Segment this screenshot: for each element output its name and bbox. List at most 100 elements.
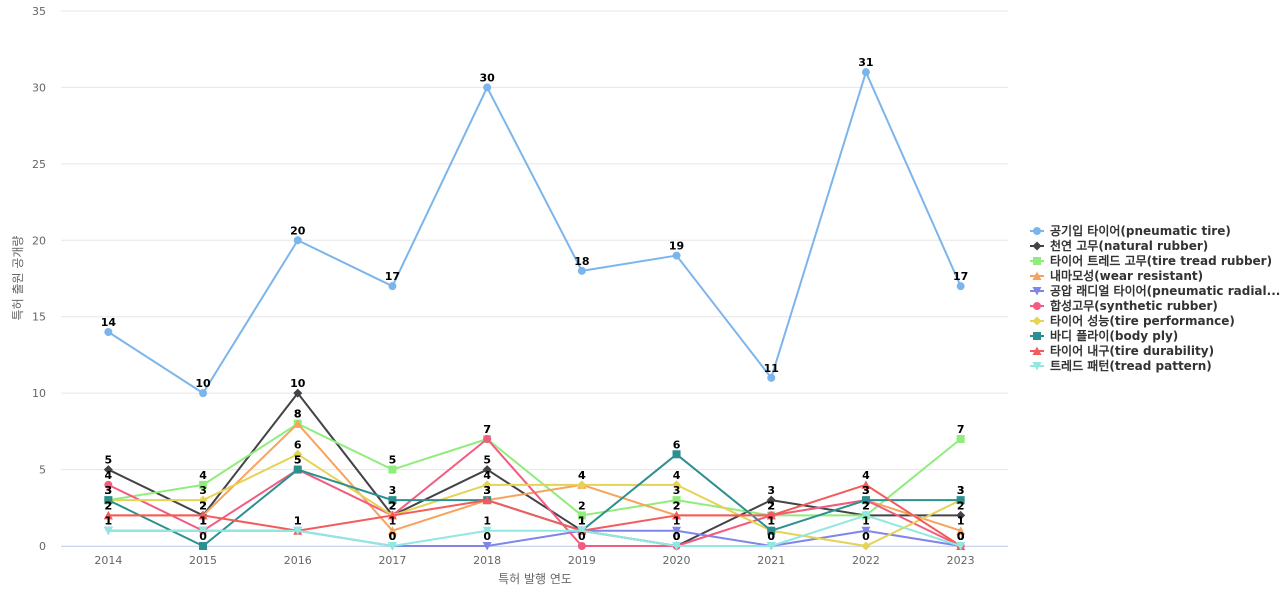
data-point[interactable]	[766, 495, 776, 505]
series-line[interactable]	[108, 514, 961, 547]
data-point[interactable]	[767, 526, 776, 535]
data-label: 6	[294, 438, 302, 451]
data-point[interactable]	[956, 542, 966, 551]
data-point[interactable]	[198, 510, 208, 520]
data-label: 0	[767, 530, 775, 543]
data-point[interactable]	[104, 496, 113, 505]
data-point[interactable]	[577, 542, 586, 550]
legend-item-7[interactable]: 바디 플라이(body ply)	[1030, 328, 1178, 343]
legend-item-9[interactable]: 트레드 패턴(tread pattern)	[1030, 358, 1212, 373]
y-axis-title: 특허 출원 공개량	[11, 236, 25, 321]
data-point[interactable]	[861, 526, 871, 536]
data-point[interactable]	[387, 510, 397, 520]
data-point[interactable]	[198, 495, 208, 505]
data-point[interactable]	[388, 496, 397, 505]
data-label: 2	[673, 499, 681, 512]
data-point[interactable]	[861, 68, 870, 77]
data-point[interactable]	[767, 373, 776, 382]
data-point[interactable]	[577, 266, 586, 275]
data-point[interactable]	[293, 236, 302, 245]
data-point[interactable]	[956, 496, 965, 505]
data-point[interactable]	[293, 465, 302, 474]
data-point[interactable]	[672, 251, 681, 260]
legend-item-6[interactable]: 타이어 성능(tire performance)	[1030, 313, 1235, 328]
legend-item-1[interactable]: 천연 고무(natural rubber)	[1030, 238, 1208, 253]
data-point[interactable]	[672, 542, 682, 551]
data-point[interactable]	[672, 510, 682, 520]
data-point[interactable]	[104, 328, 113, 336]
data-point[interactable]	[387, 526, 397, 535]
data-point[interactable]	[956, 282, 965, 291]
data-point[interactable]	[766, 510, 776, 520]
data-label: 2	[389, 499, 397, 512]
data-point[interactable]	[482, 465, 492, 475]
data-point[interactable]	[672, 480, 682, 490]
x-tick-label: 2018	[473, 554, 501, 567]
data-point[interactable]	[482, 542, 492, 551]
legend-item-5[interactable]: 합성고무(synthetic rubber)	[1030, 298, 1218, 313]
data-point[interactable]	[103, 510, 113, 520]
data-point[interactable]	[388, 465, 397, 474]
data-point[interactable]	[672, 526, 682, 536]
data-point[interactable]	[388, 282, 397, 291]
series-line[interactable]	[107, 71, 962, 395]
legend-item-0[interactable]: 공기입 타이어(pneumatic tire)	[1030, 223, 1231, 238]
data-point[interactable]	[199, 480, 208, 489]
data-point[interactable]	[956, 526, 966, 535]
data-point[interactable]	[387, 542, 397, 551]
data-label: 30	[479, 71, 495, 84]
data-point[interactable]	[293, 419, 303, 428]
data-point[interactable]	[293, 388, 303, 398]
data-point[interactable]	[956, 435, 965, 443]
data-label: 7	[483, 423, 491, 436]
legend[interactable]: 공기입 타이어(pneumatic tire)천연 고무(natural rub…	[1030, 223, 1280, 373]
data-point[interactable]	[672, 450, 681, 459]
data-point[interactable]	[103, 465, 113, 475]
data-point[interactable]	[483, 435, 492, 443]
data-point[interactable]	[293, 526, 303, 536]
series-line[interactable]	[107, 438, 962, 547]
data-point[interactable]	[577, 480, 587, 490]
legend-item-2[interactable]: 타이어 트레드 고무(tire tread rubber)	[1030, 253, 1272, 268]
data-label: 10	[290, 377, 306, 390]
data-point[interactable]	[482, 526, 492, 536]
series-line[interactable]	[108, 453, 962, 547]
data-point[interactable]	[483, 83, 492, 92]
legend-label: 공압 래디얼 타이어(pneumatic radial...	[1050, 283, 1280, 298]
series-line[interactable]	[108, 483, 962, 547]
data-label: 4	[673, 469, 681, 482]
data-point[interactable]	[577, 511, 586, 520]
data-label: 0	[957, 530, 965, 543]
data-point[interactable]	[482, 480, 492, 490]
grid-lines	[61, 10, 1008, 547]
data-point[interactable]	[293, 449, 303, 459]
data-point[interactable]	[198, 526, 208, 536]
data-point[interactable]	[766, 542, 776, 551]
data-label: 2	[862, 499, 870, 512]
series-9	[103, 511, 966, 551]
legend-item-8[interactable]: 타이어 내구(tire durability)	[1030, 343, 1214, 358]
series-line[interactable]	[108, 529, 961, 547]
data-point[interactable]	[861, 480, 871, 489]
data-point[interactable]	[482, 495, 492, 505]
data-point[interactable]	[199, 542, 208, 550]
data-label: 0	[389, 530, 397, 543]
y-tick-label: 15	[32, 311, 46, 324]
data-point[interactable]	[861, 511, 871, 520]
data-point[interactable]	[861, 541, 871, 551]
data-point[interactable]	[199, 389, 208, 398]
data-point[interactable]	[104, 480, 113, 489]
data-label: 2	[862, 499, 870, 512]
data-label: 4	[483, 469, 491, 482]
data-point[interactable]	[861, 496, 870, 505]
data-point[interactable]	[577, 526, 587, 536]
legend-item-3[interactable]: 내마모성(wear resistant)	[1030, 268, 1203, 283]
data-label: 2	[389, 499, 397, 512]
data-label: 0	[957, 530, 965, 543]
data-point[interactable]	[956, 510, 966, 520]
data-point[interactable]	[672, 496, 681, 505]
data-point[interactable]	[103, 526, 113, 536]
legend-item-4[interactable]: 공압 래디얼 타이어(pneumatic radial...	[1030, 283, 1280, 298]
series-0	[104, 68, 965, 398]
x-tick-label: 2020	[663, 554, 691, 567]
